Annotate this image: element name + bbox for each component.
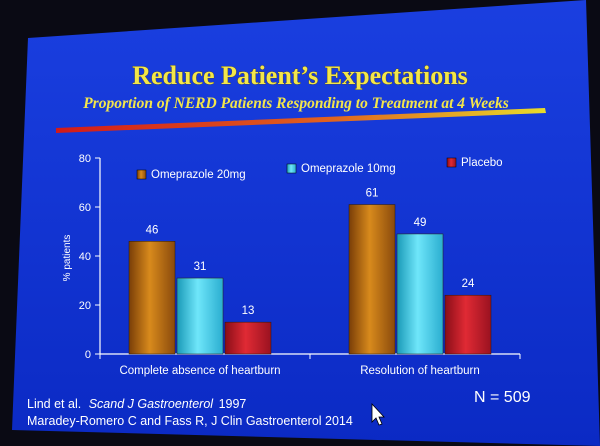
y-tick-label: 80 xyxy=(79,153,91,165)
legend-label: Omeprazole 10mg xyxy=(301,163,396,175)
bar-value-label: 24 xyxy=(462,278,475,290)
bar-value-label: 13 xyxy=(242,305,255,317)
legend-swatch xyxy=(136,169,147,180)
slide-title: Reduce Patient’s Expectations xyxy=(132,61,468,90)
bar xyxy=(128,241,176,355)
legend-swatch xyxy=(286,163,297,174)
citation-1: Lind et al. Scand J Gastroenterol 1997 xyxy=(27,397,246,411)
y-axis-title: % patients xyxy=(62,235,73,282)
x-category-label: Complete absence of heartburn xyxy=(119,365,280,377)
y-tick-label: 40 xyxy=(79,251,91,263)
sample-size-label: N = 509 xyxy=(474,389,531,406)
y-tick-label: 0 xyxy=(85,349,91,361)
legend-label: Placebo xyxy=(461,157,503,169)
bar-value-label: 49 xyxy=(414,217,427,229)
slide-subtitle: Proportion of NERD Patients Responding t… xyxy=(83,95,509,112)
bar-series: 46 31 13 61 49 24 xyxy=(128,188,492,355)
legend-swatch xyxy=(446,157,457,168)
bar-value-label: 46 xyxy=(146,224,159,236)
legend-label: Omeprazole 20mg xyxy=(151,169,246,181)
bar-value-label: 31 xyxy=(194,261,207,273)
legend: Omeprazole 20mg Omeprazole 10mg Placebo xyxy=(136,157,503,181)
bar xyxy=(348,204,396,355)
y-tick-label: 60 xyxy=(79,202,91,214)
bar xyxy=(224,321,272,355)
bar-chart: % patients 0 20 40 60 80 Complete absence of… xyxy=(62,153,521,377)
bar xyxy=(444,294,492,355)
y-axis: 0 20 40 60 80 xyxy=(79,153,101,361)
x-category-label: Resolution of heartburn xyxy=(360,365,480,377)
bar-value-label: 61 xyxy=(366,188,379,200)
title-underline xyxy=(56,108,546,133)
bar xyxy=(176,277,224,355)
citation-2: Maradey-Romero C and Fass R, J Clin Gast… xyxy=(27,414,353,428)
citation-1-author: Lind et al. xyxy=(27,397,81,411)
mouse-cursor-icon xyxy=(371,402,385,426)
y-tick-label: 20 xyxy=(79,300,91,312)
citation-1-journal: Scand J Gastroenterol xyxy=(89,397,215,411)
bar xyxy=(396,233,444,355)
citation-1-year: 1997 xyxy=(219,397,247,411)
